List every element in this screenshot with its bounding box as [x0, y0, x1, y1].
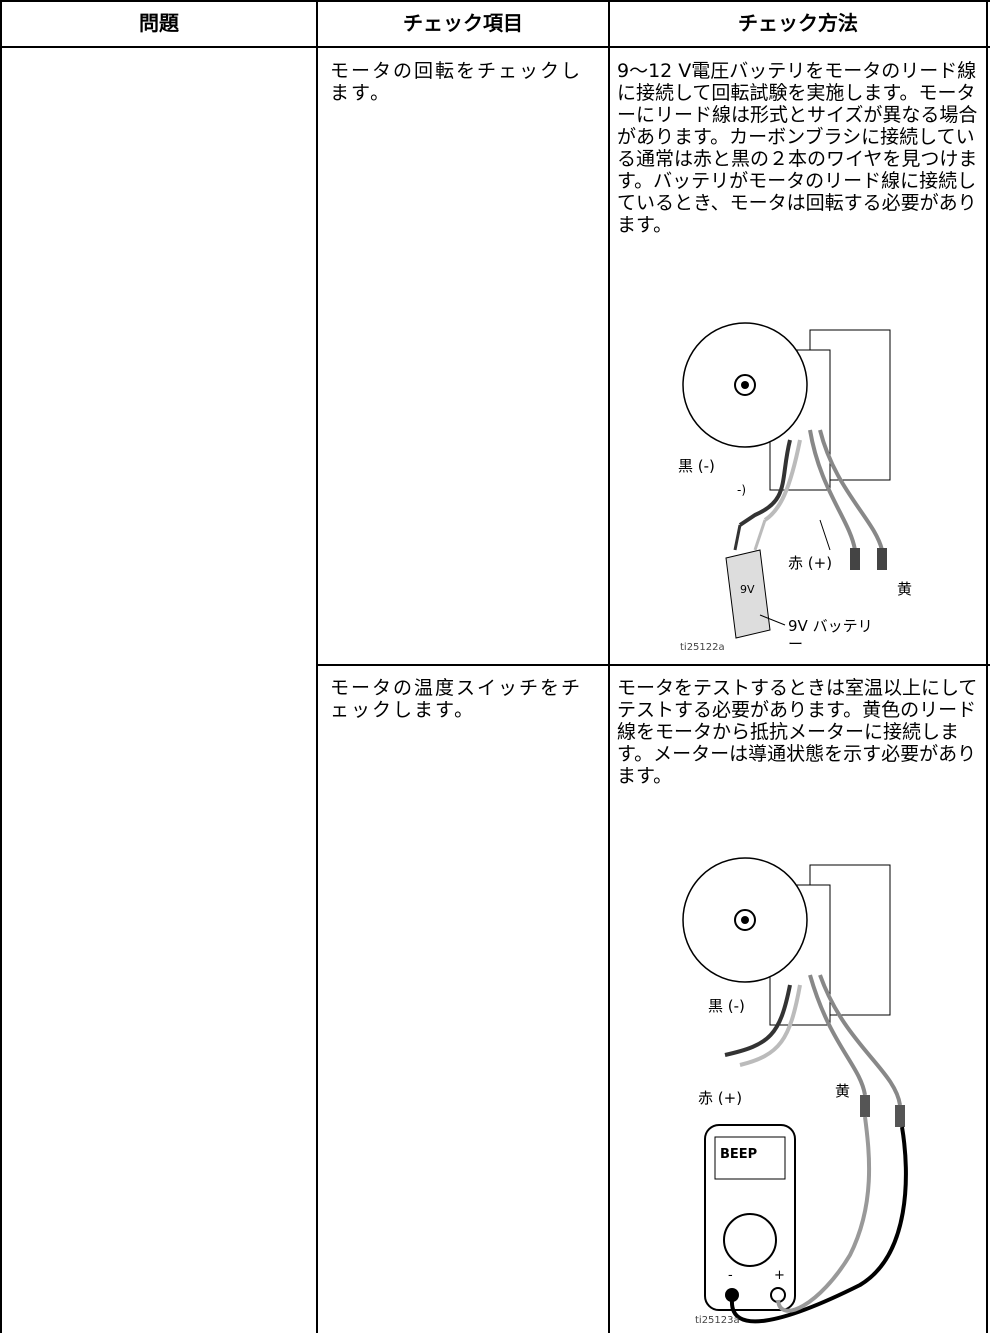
- rule: [317, 664, 990, 666]
- rule: [0, 46, 990, 48]
- label: 赤 (+): [788, 554, 833, 572]
- header: チェック項目: [403, 11, 523, 35]
- label: 黄: [835, 1082, 851, 1100]
- check-item: モータの温度スイッチをチェックします。: [330, 677, 583, 721]
- label: 9V バッテリー: [788, 617, 873, 653]
- header: チェック方法: [738, 11, 858, 35]
- figure-id: ti25123a: [695, 1315, 740, 1326]
- label: -): [737, 483, 747, 497]
- label: 黒 (-): [678, 457, 715, 475]
- figure: 黒 (-) 赤 (+) 黄 BEEP - + ti25123a: [660, 855, 920, 1330]
- rule: [0, 0, 2, 1333]
- method: 9～12 V電圧バッテリをモータのリード線に接続して回転試験を実施します。モータ…: [617, 60, 978, 236]
- label: +: [774, 1268, 785, 1283]
- rule: [316, 0, 318, 1333]
- label: BEEP: [720, 1147, 758, 1162]
- figure: 黒 (-) -) 赤 (+) 黄 9V 9V バッテリー ti25122a: [660, 320, 920, 660]
- figure-id: ti25122a: [680, 642, 725, 653]
- label: 9V: [740, 583, 755, 596]
- label: 黄: [897, 580, 913, 598]
- meter-illustration: [682, 857, 908, 1324]
- label: 黒 (-): [708, 997, 745, 1015]
- rule: [986, 0, 988, 1333]
- label: 赤 (+): [698, 1089, 743, 1107]
- rule: [608, 0, 610, 1333]
- rule: [0, 0, 990, 2]
- label: -: [728, 1268, 733, 1283]
- check-item: モータの回転をチェックします。: [330, 60, 583, 104]
- method: モータをテストするときは室温以上にしてテストする必要があります。黄色のリード線を…: [617, 677, 978, 787]
- header: 問題: [139, 11, 179, 35]
- motor-illustration: [682, 322, 891, 639]
